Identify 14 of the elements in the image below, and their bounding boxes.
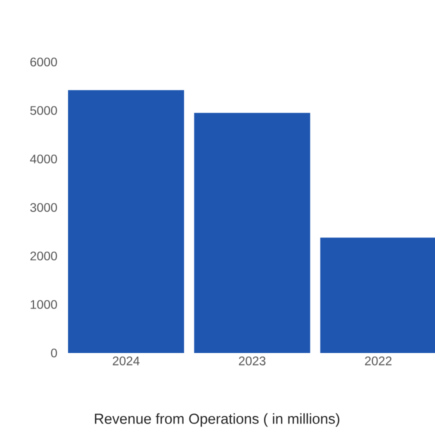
- text: Revenue from Operations ( in millions): [94, 413, 340, 427]
- y-tick-label: 6000: [30, 58, 57, 66]
- bar: [194, 112, 310, 353]
- y-tick-label: 1000: [30, 300, 57, 309]
- y-tick-label: 2000: [30, 252, 57, 260]
- y-tick-label: 5000: [30, 106, 57, 115]
- bar: [320, 238, 435, 353]
- bar: [68, 90, 184, 353]
- y-tick-label: 0: [51, 348, 57, 358]
- y-tick-label: 4000: [30, 154, 57, 164]
- x-tick-label: 2024: [112, 356, 140, 366]
- x-tick-label: 2022: [365, 356, 392, 366]
- x-tick-label: 2023: [238, 356, 266, 366]
- y-tick-label: 3000: [30, 203, 57, 212]
